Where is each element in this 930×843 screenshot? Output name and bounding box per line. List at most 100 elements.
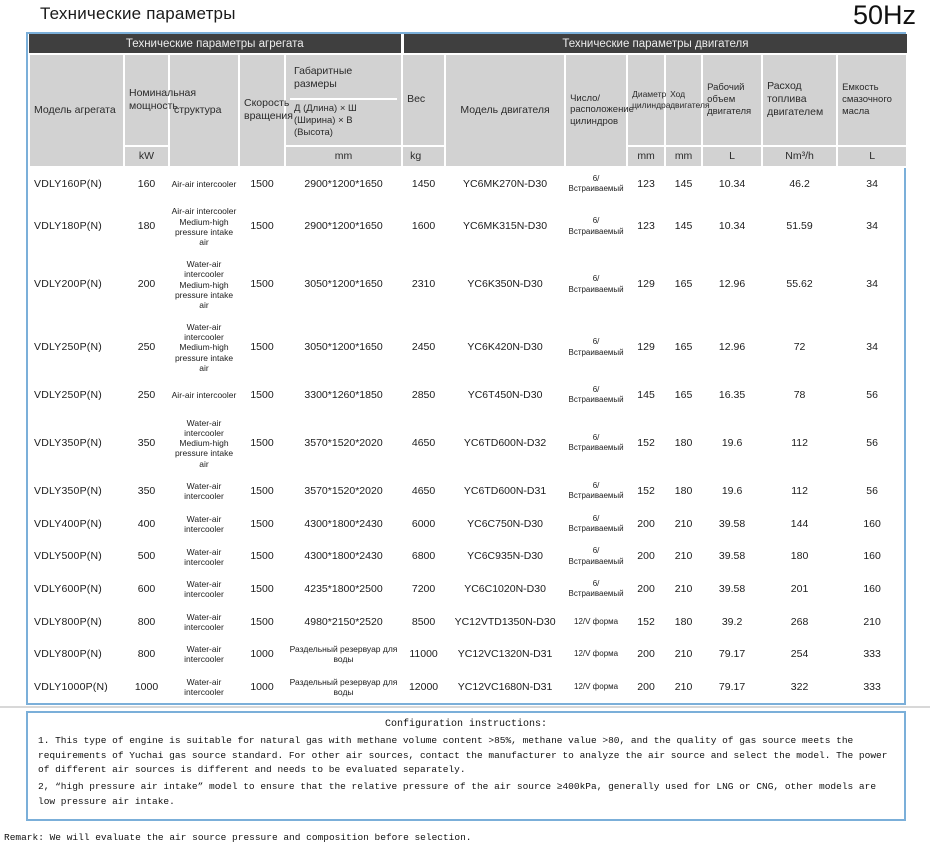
table-row: VDLY180P(N) 180 Air-air intercooler Medi… — [29, 200, 907, 253]
speed-cell: 1500 — [250, 517, 274, 530]
engine-model-cell: YC6TD600N-D32 — [463, 436, 547, 449]
oil-cell: 333 — [863, 680, 881, 693]
page-header: Технические параметры 50Hz — [0, 0, 930, 32]
table-row: VDLY1000P(N) 1000 Water-air intercooler … — [29, 671, 907, 703]
table-row: VDLY400P(N) 400 Water-air intercooler 15… — [29, 508, 907, 541]
cylinders-cell: 6/Встраиваемый — [568, 385, 624, 405]
model-cell: VDLY250P(N) — [34, 389, 102, 402]
col-header-fuel: Расход топлива двигателем — [761, 53, 839, 147]
oil-cell: 34 — [866, 177, 878, 190]
stroke-cell: 210 — [674, 680, 693, 693]
dimensions-cell: 3300*1260*1850 — [304, 389, 383, 402]
model-cell: VDLY600P(N) — [34, 583, 102, 596]
power-cell: 250 — [137, 341, 156, 354]
frequency-label: 50Hz — [852, 0, 916, 30]
cylinders-cell: 6/Встраиваемый — [568, 216, 624, 236]
weight-cell: 4650 — [411, 484, 436, 497]
engine-model-cell: YC6C935N-D30 — [467, 550, 543, 563]
weight-cell: 12000 — [408, 680, 439, 693]
cylinders-cell: 6/Встраиваемый — [568, 513, 624, 533]
oil-cell: 34 — [866, 220, 878, 233]
structure-cell: Water-air intercooler — [184, 579, 224, 600]
displacement-cell: 12.96 — [718, 341, 746, 354]
fuel-cell: 78 — [793, 389, 806, 402]
dimensions-cell: 4980*2150*2520 — [304, 615, 383, 628]
weight-cell: 2450 — [411, 341, 436, 354]
bore-cell: 129 — [637, 278, 655, 291]
fuel-cell: 268 — [790, 615, 809, 628]
weight-cell: 11000 — [409, 648, 438, 661]
displacement-cell: 16.35 — [718, 389, 746, 402]
model-cell: VDLY160P(N) — [34, 177, 102, 190]
col-header-oil: Емкость смазочного масла — [836, 53, 909, 147]
model-cell: VDLY500P(N) — [34, 550, 102, 563]
model-cell: VDLY350P(N) — [34, 436, 102, 449]
dimensions-sublabel: Д (Длина) × Ш (Ширина) × В (Высота) — [290, 98, 398, 142]
displacement-cell: 79.17 — [718, 648, 746, 661]
cylinders-cell: 6/Встраиваемый — [568, 274, 624, 294]
speed-cell: 1500 — [250, 278, 274, 291]
cylinders-cell: 6/Встраиваемый — [568, 432, 624, 453]
dimensions-cell: 3050*1200*1650 — [304, 278, 383, 291]
power-cell: 1000 — [134, 680, 159, 693]
power-cell: 600 — [137, 583, 156, 596]
oil-cell: 333 — [863, 648, 881, 661]
units-row: kW mm kg mm mm L Nm³/h L — [29, 144, 909, 168]
dimensions-cell: 3570*1520*2020 — [304, 484, 383, 497]
structure-cell: Water-air intercooler — [184, 546, 224, 567]
stroke-cell: 165 — [674, 341, 693, 354]
spec-table-body: VDLY160P(N) 160 Air-air intercooler 1500… — [29, 167, 907, 703]
table-row: VDLY600P(N) 600 Water-air intercooler 15… — [29, 573, 907, 606]
col-header-cylinders: Число/расположение цилиндров — [564, 53, 634, 168]
power-cell: 350 — [137, 436, 156, 449]
oil-cell: 34 — [866, 278, 878, 291]
structure-cell: Air-air intercooler — [171, 178, 237, 189]
oil-cell: 160 — [863, 517, 881, 530]
engine-model-cell: YC6TD600N-D31 — [463, 484, 547, 497]
stroke-cell: 145 — [674, 177, 693, 190]
power-cell: 200 — [137, 278, 156, 291]
fuel-cell: 72 — [793, 341, 806, 354]
speed-cell: 1000 — [250, 680, 274, 693]
weight-cell: 4650 — [411, 436, 436, 449]
weight-cell: 1450 — [411, 177, 436, 190]
fuel-cell: 46.2 — [789, 177, 810, 190]
dimensions-cell: 2900*1200*1650 — [304, 177, 383, 190]
table-row: VDLY250P(N) 250 Water-air intercooler Me… — [29, 316, 907, 379]
displacement-cell: 19.6 — [721, 436, 743, 449]
cylinders-cell: 6/Встраиваемый — [568, 579, 624, 599]
fuel-cell: 254 — [790, 648, 809, 661]
dimensions-cell: 4300*1800*2430 — [304, 517, 383, 530]
power-cell: 160 — [137, 177, 156, 190]
table-row: VDLY350P(N) 350 Water-air intercooler Me… — [29, 412, 907, 475]
bore-cell: 123 — [637, 177, 655, 190]
cylinders-cell: 6/Встраиваемый — [568, 546, 624, 566]
dimensions-cell: 4235*1800*2500 — [304, 583, 383, 596]
weight-cell: 7200 — [411, 583, 436, 596]
fuel-cell: 144 — [790, 517, 809, 530]
cylinders-cell: 6/Встраиваемый — [568, 173, 624, 194]
bore-cell: 200 — [637, 517, 655, 530]
table-row: VDLY160P(N) 160 Air-air intercooler 1500… — [29, 167, 907, 201]
unit-stroke: mm — [664, 144, 704, 168]
model-cell: VDLY800P(N) — [34, 648, 102, 661]
table-row: VDLY500P(N) 500 Water-air intercooler 15… — [29, 540, 907, 573]
power-cell: 400 — [137, 517, 156, 530]
displacement-cell: 39.58 — [718, 517, 746, 530]
weight-cell: 6800 — [411, 550, 436, 563]
speed-cell: 1500 — [250, 389, 274, 402]
banner-row: Технические параметры агрегата Техническ… — [29, 34, 908, 55]
stroke-cell: 210 — [674, 583, 693, 596]
cylinders-cell: 6/Встраиваемый — [568, 480, 624, 501]
structure-cell: Water-air intercooler Medium-high pressu… — [174, 259, 234, 310]
page-bottom-divider — [0, 706, 930, 708]
weight-cell: 8500 — [411, 615, 436, 628]
dimensions-cell: 4300*1800*2430 — [304, 550, 383, 563]
col-header-speed: Скорость вращения — [238, 53, 293, 168]
displacement-cell: 39.58 — [718, 583, 746, 596]
engine-model-cell: YC6K350N-D30 — [467, 278, 543, 291]
col-header-engine-model: Модель двигателя — [444, 53, 567, 168]
structure-cell: Air-air intercooler Medium-high pressure… — [171, 206, 237, 247]
unit-dimensions: mm — [283, 144, 404, 168]
col-header-bore: Диаметр цилиндра — [626, 53, 671, 147]
